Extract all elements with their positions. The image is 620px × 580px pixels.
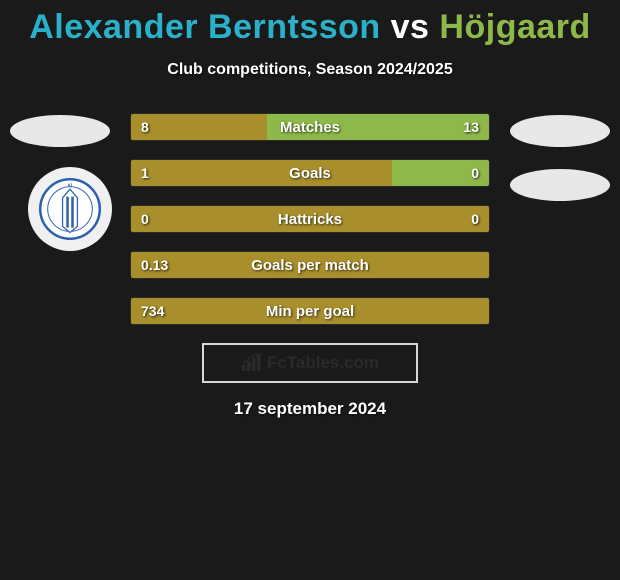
season-subtitle: Club competitions, Season 2024/2025: [0, 61, 620, 79]
stat-row: 00Hattricks: [130, 205, 490, 233]
branding-box: FcTables.com: [202, 343, 418, 383]
player-right-name: Höjgaard: [439, 8, 590, 46]
stat-bar-left: [131, 252, 489, 278]
stat-row: 813Matches: [130, 113, 490, 141]
stat-row: 0.13Goals per match: [130, 251, 490, 279]
snapshot-date: 17 september 2024: [0, 399, 620, 419]
club-badge-left: KÍ: [28, 167, 112, 251]
stat-bars: 813Matches 10Goals 00Hattricks 0.13Goals pe…: [130, 113, 490, 325]
stat-row: 734Min per goal: [130, 297, 490, 325]
stat-bar-left: [131, 114, 267, 140]
bar-chart-icon: [241, 354, 261, 372]
stat-bar-left: [131, 298, 489, 324]
player-right-placeholder-2: [510, 169, 610, 201]
stat-bar-left: [131, 206, 489, 232]
stat-row: 10Goals: [130, 159, 490, 187]
stat-bar-right: [267, 114, 489, 140]
stat-bar-left: [131, 160, 392, 186]
stat-bar-right: [392, 160, 489, 186]
branding-text: FcTables.com: [267, 353, 379, 373]
player-right-placeholder-1: [510, 115, 610, 147]
comparison-title: Alexander Berntsson vs Höjgaard: [0, 0, 620, 47]
player-left-name: Alexander Berntsson: [29, 8, 381, 46]
stats-panel: KÍ 813Matches 10Goals 00Hattricks 0.13Goals…: [0, 113, 620, 419]
player-left-placeholder-1: [10, 115, 110, 147]
club-crest-icon: KÍ: [39, 178, 101, 240]
vs-separator: vs: [381, 8, 440, 46]
